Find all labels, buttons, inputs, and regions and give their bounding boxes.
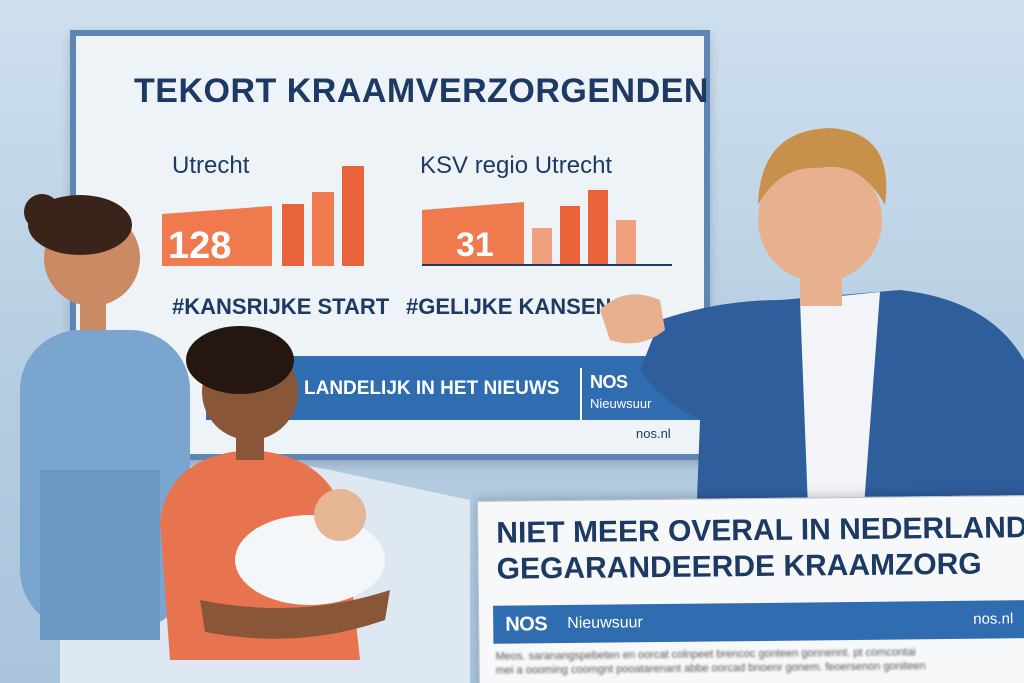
ksv-value-banner bbox=[422, 202, 524, 266]
ksv-value: 31 bbox=[456, 226, 494, 264]
card-url: nos.nl bbox=[973, 610, 1014, 628]
utrecht-bar-graphic: 128 bbox=[162, 166, 364, 266]
baseline bbox=[422, 264, 672, 266]
headline-line-1: NIET MEER OVERAL IN NEDERLAND bbox=[496, 511, 1024, 550]
nos-brand: NOS Nieuwsuur bbox=[580, 368, 712, 420]
ksv-label: KSV regio Utrecht bbox=[420, 152, 613, 179]
utrecht-value: 128 bbox=[168, 225, 231, 266]
bar bbox=[282, 204, 304, 266]
nos-logo: NOS bbox=[505, 613, 548, 636]
card-brand-band: NOS Nieuwsuur nos.nl bbox=[493, 600, 1024, 644]
bar bbox=[312, 192, 334, 266]
banner-text: LANDELIJK IN HET NIEUWS bbox=[304, 378, 560, 399]
news-card: NIET MEER OVERAL IN NEDERLAND GEGARANDEE… bbox=[476, 495, 1024, 683]
ksv-bar-graphic: 31 bbox=[422, 190, 672, 266]
bar bbox=[532, 228, 552, 266]
hashtag-kansrijke-start: #KANSRIJKE START bbox=[172, 294, 390, 319]
board-title: TEKORT KRAAMVERZORGENDEN bbox=[134, 72, 709, 110]
card-body-text: Meos. saranangspebeten en oorcat colnpee… bbox=[496, 644, 1024, 678]
bar bbox=[342, 166, 364, 266]
hashtag-gelijke-kansen: #GELIJKE KANSEN bbox=[406, 294, 612, 319]
bar bbox=[560, 206, 580, 266]
utrecht-label: Utrecht bbox=[172, 152, 250, 179]
news-banner: LANDELIJK IN HET NIEUWS NOS Nieuwsuur bbox=[206, 356, 712, 420]
bar bbox=[588, 190, 608, 266]
board-url: nos.nl bbox=[636, 426, 671, 441]
headline-line-2: GEGARANDEERDE KRAAMZORG bbox=[496, 547, 982, 586]
card-headline: NIET MEER OVERAL IN NEDERLAND GEGARANDEE… bbox=[496, 510, 1024, 588]
nieuwsuur-label: Nieuwsuur bbox=[590, 396, 652, 411]
presentation-board: TEKORT KRAAMVERZORGENDEN Utrecht 128 KSV… bbox=[70, 30, 712, 460]
nieuwsuur-label: Nieuwsuur bbox=[567, 614, 643, 632]
nos-logo: NOS bbox=[590, 372, 628, 392]
bar bbox=[616, 220, 636, 266]
utrecht-value-banner bbox=[162, 206, 272, 266]
